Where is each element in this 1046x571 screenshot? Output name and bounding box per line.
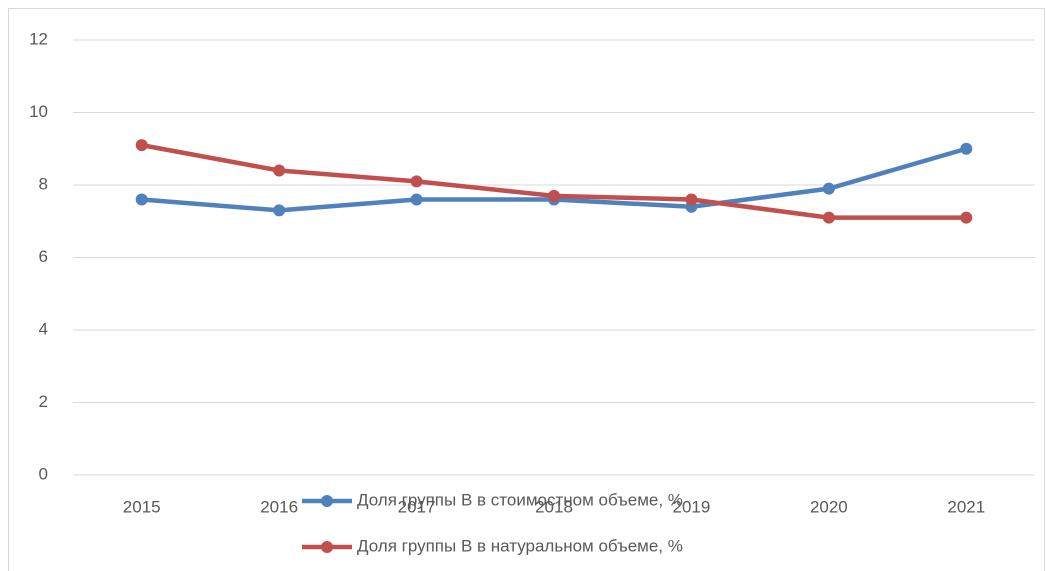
x-tick-label: 2016 [260, 497, 298, 516]
point [273, 164, 286, 177]
point [960, 142, 973, 155]
y-tick-label: 0 [39, 464, 48, 483]
y-tick-label: 12 [29, 29, 48, 48]
x-tick-label: 2018 [535, 497, 573, 516]
point [410, 193, 423, 206]
series-line [139, 142, 969, 220]
point [822, 211, 835, 224]
x-tick-label: 2017 [398, 497, 436, 516]
legend-marker [321, 541, 333, 553]
y-tick-label: 4 [39, 319, 48, 338]
legend-marker [321, 495, 333, 507]
y-tick-label: 8 [39, 174, 48, 193]
legend-label: Доля группы В в стоимостном объеме, % [357, 490, 683, 509]
point [410, 175, 423, 188]
point [548, 189, 560, 202]
point [135, 193, 148, 206]
point [685, 193, 698, 206]
point [960, 211, 973, 224]
x-tick-label: 2019 [673, 497, 711, 516]
point [822, 182, 835, 195]
y-tick-label: 10 [29, 102, 48, 121]
x-tick-label: 2015 [123, 497, 161, 516]
chart-border [8, 8, 1045, 571]
x-tick-label: 2021 [947, 497, 985, 516]
x-tick-label: 2020 [810, 497, 848, 516]
y-tick-label: 6 [39, 247, 48, 266]
legend-label: Доля группы В в натуральном объеме, % [357, 536, 683, 555]
point [273, 204, 286, 217]
point [135, 139, 148, 152]
y-tick-label: 2 [39, 392, 48, 411]
